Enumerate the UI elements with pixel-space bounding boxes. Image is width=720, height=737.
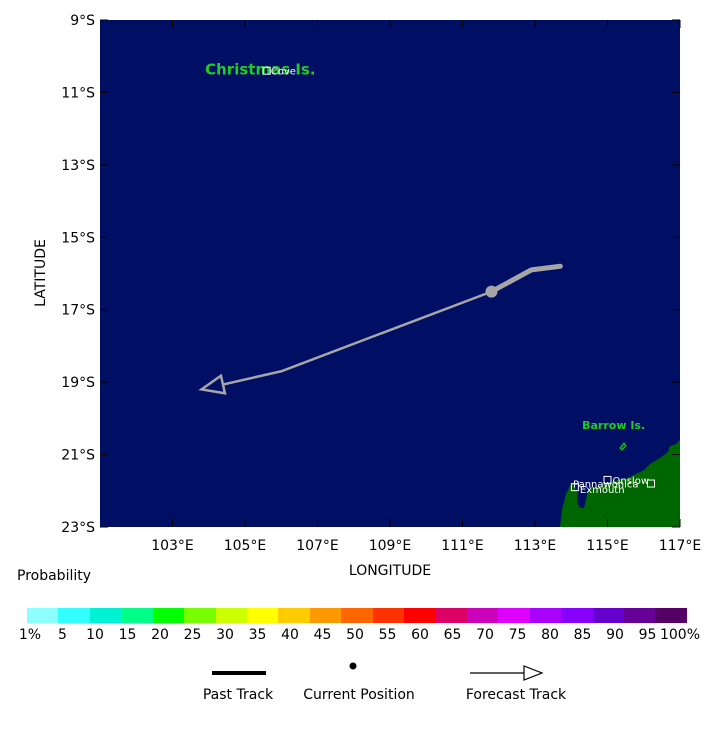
probability-label: 85 [573,627,592,643]
probability-label: 65 [443,627,462,643]
probability-label: 15 [118,627,137,643]
probability-swatch [466,608,499,623]
probability-label: 75 [508,627,527,643]
ocean [100,20,680,527]
probability-swatch [561,608,593,623]
x-tick-label: 109°E [369,538,412,554]
probability-swatch [655,608,687,623]
probability-label: 70 [476,627,494,643]
x-tick-label: 117°E [659,538,702,554]
probability-swatch [341,608,373,623]
forecast-track-legend-arrow [523,665,544,681]
probability-swatch [592,608,625,623]
town-marker [603,475,612,484]
probability-color-scale [27,608,687,623]
town-marker [647,479,655,488]
probability-swatch [498,608,530,623]
probability-swatch [121,608,153,623]
track-map: 103°E 105°E 107°E 109°E 111°E 113°E 115°E 117°E… [33,13,702,579]
past-track-line [489,263,563,295]
probability-label: 60 [411,627,429,643]
probability-swatch [184,608,216,623]
y-tick-label: 11°S [61,85,95,101]
island-label: Barrow Is. [582,419,645,432]
probability-label: 1% [18,627,42,643]
probability-swatch [89,608,122,623]
y-tick-label: 15°S [61,230,95,246]
probability-label: 80 [541,627,559,643]
probability-label: 5 [58,627,67,643]
forecast-arrowhead [198,373,227,395]
probability-swatch [27,608,59,623]
x-tick-label: 111°E [441,538,484,554]
track-legend: Past Track Current Position Forecast Tra… [0,655,720,715]
barrow-island-shape [619,442,627,451]
probability-label: 95 [638,627,657,643]
town-label: Onslow [613,476,650,487]
probability-label: 25 [183,627,202,643]
probability-label: 55 [378,627,397,643]
x-tick-label: 115°E [586,538,629,554]
probability-label: 35 [248,627,267,643]
australia-coastline [560,440,680,527]
x-tick-label: 113°E [514,538,557,554]
probability-swatch [278,608,310,623]
y-tick-label: 21°S [61,448,95,464]
town-label: Exmouth [580,485,625,496]
town-label: Cove [271,67,296,78]
y-axis-label: LATITUDE [33,239,49,307]
probability-swatch [372,608,405,623]
current-position-marker [485,285,498,298]
town-marker [570,483,579,492]
probability-label: 40 [281,627,299,643]
town-marker [262,66,271,75]
probability-label: 90 [606,627,624,643]
x-tick-label: 105°E [224,538,267,554]
probability-label: 100% [659,627,701,643]
forecast-track-legend-label: Forecast Track [465,687,567,703]
x-axis-label: LONGITUDE [349,563,431,579]
probability-swatch [435,608,467,623]
probability-swatch [309,608,342,623]
probability-label: 45 [313,627,332,643]
probability-swatch [215,608,247,623]
probability-label: 50 [346,627,364,643]
y-tick-label: 13°S [61,158,95,174]
probability-swatch [624,608,656,623]
probability-swatch [246,608,279,623]
probability-label: 20 [151,627,169,643]
x-tick-label: 103°E [151,538,194,554]
probability-label: 30 [216,627,234,643]
past-track-legend-label: Past Track [202,687,274,703]
y-tick-label: 17°S [61,303,95,319]
y-tick-label: 19°S [61,375,95,391]
y-tick-label: 23°S [61,520,95,536]
current-position-legend-label: Current Position [303,687,415,703]
probability-title: Probability [17,568,92,584]
x-tick-label: 107°E [296,538,339,554]
probability-label: 10 [86,627,104,643]
probability-swatch [404,608,436,623]
probability-swatch [152,608,185,623]
town-label: Pannawonica [573,480,639,491]
forecast-track-line [201,290,492,391]
island-label: Christmas Is. [205,60,315,78]
current-position-legend-dot [349,662,357,670]
probability-swatch [58,608,90,623]
y-tick-label: 9°S [70,13,95,29]
probability-scale-labels: 1% 5 10 15 20 25 30 35 40 45 50 55 60 65 70 75 80 85 90 95 1… [0,627,720,645]
probability-swatch [529,608,562,623]
